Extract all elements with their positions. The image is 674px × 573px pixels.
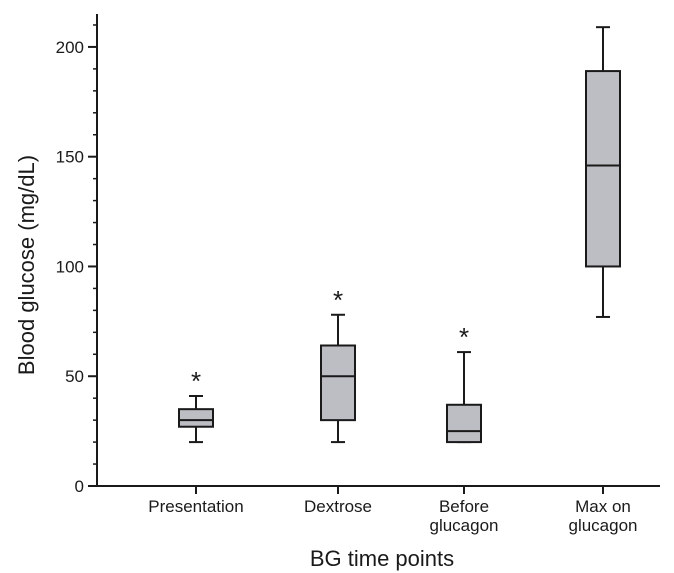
box-iqr xyxy=(178,408,214,428)
x-tick-label: Dextrose xyxy=(304,497,372,516)
box-1: * xyxy=(178,366,214,444)
box-iqr xyxy=(585,70,621,268)
y-tick-label: 0 xyxy=(75,477,84,496)
x-tick-label: Presentation xyxy=(148,497,243,516)
significance-star: * xyxy=(191,366,201,396)
y-tick-label: 100 xyxy=(56,257,84,276)
significance-star: * xyxy=(459,322,469,352)
y-tick-label: 50 xyxy=(65,367,84,386)
y-tick-label: 150 xyxy=(56,148,84,167)
box-iqr xyxy=(446,403,482,444)
boxes: * * * xyxy=(178,26,621,444)
significance-star: * xyxy=(333,285,343,315)
x-axis-title: BG time points xyxy=(310,546,454,571)
box-3: * xyxy=(446,322,482,444)
box-iqr xyxy=(320,344,356,422)
box-4 xyxy=(585,26,621,318)
y-axis-title: Blood glucose (mg/dL) xyxy=(14,155,39,375)
y-tick-label: 200 xyxy=(56,38,84,57)
box-2: * xyxy=(320,285,356,444)
axes: 0 50 100 150 200 Presentation Dextrose Before gl… xyxy=(56,14,660,535)
x-tick-label: Max on glucagon xyxy=(568,497,637,535)
x-tick-label: Before glucagon xyxy=(429,497,498,535)
